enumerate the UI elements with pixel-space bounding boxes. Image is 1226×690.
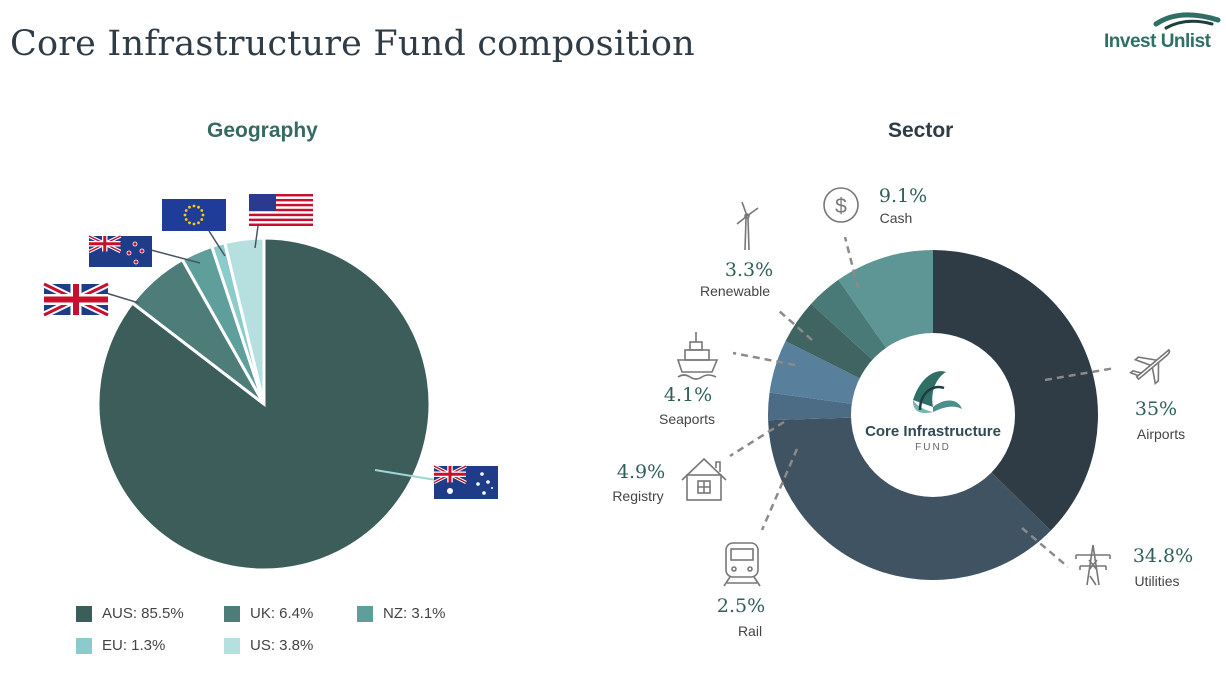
legend-swatch [76, 637, 92, 654]
donut-slice-utilities [768, 415, 1051, 580]
legend-item-uk: UK: 6.4% [224, 605, 313, 622]
geography-title: Geography [207, 119, 318, 142]
rail-label: Rail [737, 623, 763, 639]
eu-star [192, 204, 196, 208]
airplane-icon [1129, 348, 1171, 385]
eu-star [184, 209, 188, 212]
seaports-label: Seaports [658, 411, 716, 427]
us-stripe [249, 213, 313, 217]
legend-item-nz: NZ: 3.1% [357, 605, 446, 622]
uk-flag-icon [42, 280, 110, 319]
house-icon [681, 457, 727, 501]
sector-title: Sector [888, 119, 954, 142]
us-stripe [249, 223, 313, 226]
donut-hole [851, 333, 1015, 497]
logo-swoosh-icon [1153, 12, 1221, 30]
eu-star [197, 205, 200, 209]
eu-star [197, 221, 200, 225]
dollar-coin-icon: $ [823, 187, 859, 223]
legend-swatch [224, 605, 240, 622]
seaports-value: 4.1% [663, 384, 713, 406]
center-logo-title: Core Infrastructure [865, 423, 1001, 440]
eu-star [192, 222, 196, 226]
legend-swatch [357, 605, 373, 622]
cash-value: 9.1% [878, 185, 928, 207]
legend-label: AUS: 85.5% [102, 605, 184, 622]
eu-star [188, 205, 191, 209]
sector-leader-lines [729, 236, 1116, 568]
geography-leader-lines [105, 225, 437, 481]
eu-flag-icon [162, 199, 226, 231]
us-stripe [249, 198, 313, 202]
legend-label: UK: 6.4% [250, 605, 314, 622]
eu-star [183, 213, 187, 217]
utilities-label: Utilities [1134, 573, 1180, 589]
donut-slice-airports [933, 250, 1098, 531]
us-stripe [249, 194, 313, 197]
renewable-label: Renewable [699, 283, 771, 299]
ship-icon [676, 332, 719, 380]
pylon-icon [1075, 544, 1111, 586]
us-stripe [249, 218, 313, 222]
airports-value: 35% [1134, 398, 1178, 420]
legend-label: US: 3.8% [250, 637, 314, 654]
legend-label: NZ: 3.1% [383, 605, 446, 622]
pie-slice-aus [96, 236, 432, 572]
legend-swatch [224, 637, 240, 654]
airports-label: Airports [1136, 426, 1186, 442]
legend-label: EU: 1.3% [102, 637, 166, 654]
nz-flag-icon [88, 234, 152, 267]
geography-legend: AUS: 85.5% UK: 6.4% NZ: 3.1% EU: 1.3% US… [76, 605, 496, 665]
logo-text: Invest Unlist [1104, 31, 1211, 52]
core-infrastructure-logo-icon [912, 371, 962, 414]
train-icon [723, 542, 761, 587]
pie-slice-us [222, 236, 266, 405]
page-title: Core Infrastructure Fund composition [10, 24, 695, 64]
rail-value: 2.5% [716, 595, 766, 617]
us-stripe [249, 208, 313, 212]
us-flag-icon [249, 194, 313, 226]
us-stripe [249, 203, 313, 207]
legend-swatch [76, 605, 92, 622]
australia-flag-icon [433, 464, 498, 499]
registry-label: Registry [612, 488, 664, 504]
registry-value: 4.9% [616, 461, 666, 483]
center-logo-subtitle: FUND [915, 442, 951, 453]
cash-label: Cash [879, 210, 913, 226]
eu-star [200, 218, 204, 221]
eu-star [188, 221, 191, 225]
wind-turbine-icon [736, 201, 759, 251]
svg-text:$: $ [835, 195, 847, 218]
renewable-value: 3.3% [724, 259, 774, 281]
eu-star [184, 218, 188, 221]
legend-item-eu: EU: 1.3% [76, 637, 165, 654]
invest-unlist-logo: Invest Unlist [1100, 8, 1226, 56]
eu-star [201, 213, 205, 217]
geography-pie [96, 236, 432, 572]
legend-item-aus: AUS: 85.5% [76, 605, 184, 622]
legend-item-us: US: 3.8% [224, 637, 313, 654]
utilities-value: 34.8% [1132, 545, 1194, 567]
eu-star [200, 209, 204, 212]
